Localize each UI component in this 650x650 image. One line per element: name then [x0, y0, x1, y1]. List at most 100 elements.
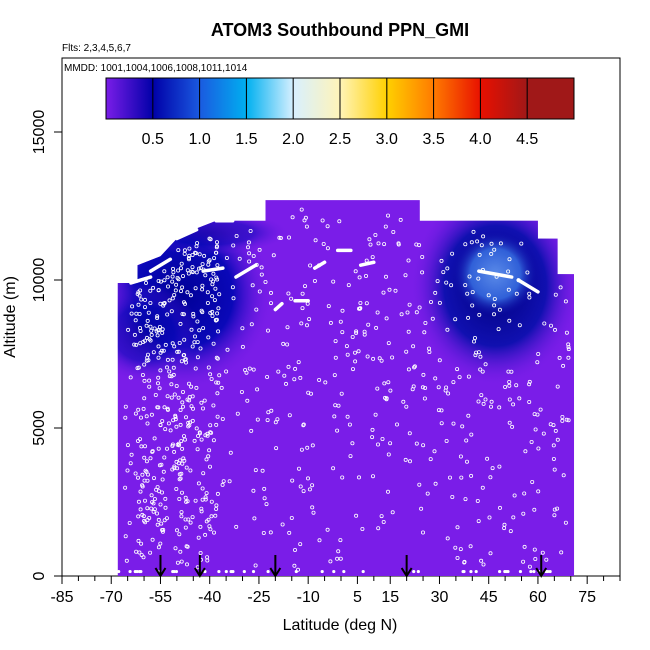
obs-point [163, 427, 168, 432]
obs-point [137, 437, 142, 442]
obs-point [566, 418, 571, 423]
obs-point [177, 496, 182, 501]
obs-point [220, 416, 225, 421]
obs-point [133, 471, 138, 476]
obs-point [480, 369, 485, 374]
obs-point [194, 426, 199, 431]
obs-point [340, 330, 345, 335]
obs-point [370, 427, 375, 432]
obs-point [563, 520, 568, 525]
obs-point [176, 277, 181, 282]
obs-point [162, 455, 167, 460]
obs-point [375, 386, 380, 391]
obs-point [165, 394, 170, 399]
obs-point [179, 439, 184, 444]
obs-point [192, 334, 197, 339]
obs-point [156, 517, 161, 522]
obs-point [492, 296, 497, 301]
obs-point [178, 321, 183, 326]
x-tick-label: -70 [100, 589, 123, 606]
obs-point [181, 456, 186, 461]
obs-point [224, 369, 229, 374]
obs-point [145, 352, 150, 357]
obs-point [464, 459, 469, 464]
obs-point [152, 507, 157, 512]
obs-point [162, 300, 167, 305]
obs-point [160, 528, 165, 533]
flight-track [201, 266, 225, 273]
obs-point [158, 368, 163, 373]
obs-point [477, 252, 482, 257]
obs-point [156, 278, 161, 283]
obs-point [328, 320, 333, 325]
obs-point [286, 364, 291, 369]
obs-point [469, 473, 474, 478]
obs-point [428, 299, 433, 304]
obs-point [331, 466, 336, 471]
obs-point [216, 329, 221, 334]
obs-point [146, 310, 151, 315]
obs-point [196, 535, 201, 540]
obs-point [304, 224, 309, 229]
obs-point [136, 407, 141, 412]
obs-point [123, 534, 128, 539]
obs-point [278, 235, 283, 240]
obs-point [380, 436, 385, 441]
obs-point [157, 324, 162, 329]
obs-point [182, 251, 187, 256]
flight-track [273, 301, 284, 312]
obs-point [312, 278, 317, 283]
obs-point [381, 290, 386, 295]
obs-point [379, 514, 384, 519]
obs-point [522, 544, 527, 549]
obs-point [197, 252, 202, 257]
obs-point [203, 495, 208, 500]
obs-point [170, 467, 175, 472]
obs-point [203, 532, 208, 537]
obs-point [179, 261, 184, 266]
obs-point [231, 243, 236, 248]
obs-point [206, 517, 211, 522]
obs-point [332, 373, 337, 378]
obs-point [176, 443, 181, 448]
obs-point [557, 355, 562, 360]
obs-point [214, 275, 219, 280]
obs-point [514, 383, 519, 388]
obs-point [353, 359, 358, 364]
obs-point [214, 355, 219, 360]
obs-point [219, 385, 224, 390]
flight-track [312, 260, 327, 270]
obs-point [512, 493, 517, 498]
obs-point [566, 355, 571, 360]
obs-point [127, 521, 132, 526]
obs-point [159, 462, 164, 467]
obs-point [136, 365, 141, 370]
obs-point [300, 291, 305, 296]
obs-point [140, 472, 145, 477]
obs-point [200, 486, 205, 491]
obs-point [367, 237, 372, 242]
obs-point [161, 348, 166, 353]
obs-point [523, 449, 528, 454]
obs-point [175, 349, 180, 354]
obs-point [155, 381, 160, 386]
obs-point [507, 257, 512, 262]
obs-point [163, 496, 168, 501]
obs-point [491, 312, 496, 317]
obs-point [180, 389, 185, 394]
obs-point [264, 502, 269, 507]
obs-point [215, 277, 220, 282]
obs-point [447, 475, 452, 480]
obs-point [445, 266, 450, 271]
obs-point [249, 428, 254, 433]
obs-point [170, 296, 175, 301]
obs-point [138, 507, 143, 512]
obs-point [156, 545, 161, 550]
obs-point [474, 350, 479, 355]
obs-point [388, 388, 393, 393]
obs-point [161, 469, 166, 474]
obs-point [160, 330, 165, 335]
obs-point [140, 372, 145, 377]
obs-point [332, 414, 337, 419]
obs-point [273, 420, 278, 425]
